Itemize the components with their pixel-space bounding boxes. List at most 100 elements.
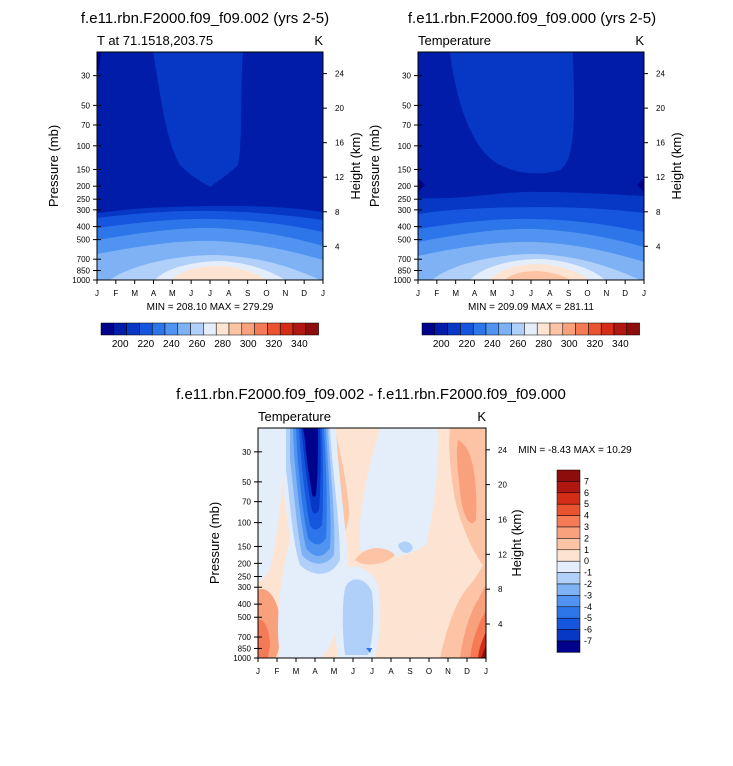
colorbar-swatch [292,322,307,336]
colorbar-swatch [177,322,191,336]
x-tick-label: D [464,667,470,676]
colorbar-swatch [279,322,294,336]
colorbar-label: 1 [584,545,589,555]
y-tick-label: 300 [398,206,412,215]
y-right-tick-label: 12 [335,173,344,182]
y-tick-label: 50 [81,101,90,110]
y-tick-label: 400 [398,223,412,232]
y-right-tick-label: 24 [335,70,344,79]
panel-3-band-neg-bottom [280,598,295,658]
y-tick-label: 1000 [233,654,251,663]
panel-1-plot-area [97,52,323,280]
colorbar-swatch [575,322,589,336]
x-tick-label: J [189,289,193,298]
colorbar-swatch [556,549,581,562]
colorbar-swatch [447,322,461,336]
panel-2-title: f.e11.rbn.F2000.f09_f09.000 (yrs 2-5) [408,10,656,27]
colorbar-label: 4 [584,511,589,521]
colorbar-swatch [113,322,127,336]
y-tick-label: 400 [238,600,252,609]
colorbar-swatch [305,322,319,336]
colorbar-swatch [556,469,581,482]
y-right-tick-label: 12 [656,173,665,182]
colorbar-swatch [549,322,564,336]
colorbar-label: 260 [189,339,206,350]
y-tick-label: 850 [77,267,91,276]
panel-2-band-core [450,52,575,170]
y-right-tick-label: 4 [498,620,503,629]
x-tick-label: J [351,667,355,676]
x-tick-label: J [529,289,533,298]
panel-3-units: K [477,409,486,424]
y-tick-label: 50 [242,478,251,487]
panel-3-band-neg-mid [359,428,439,557]
x-tick-label: D [301,289,307,298]
panel-3: f.e11.rbn.F2000.f09_f09.002 - f.e11.rbn.… [176,386,632,676]
panel-1: f.e11.rbn.F2000.f09_f09.002 (yrs 2-5) T … [46,10,363,350]
panel-2-units: K [635,33,644,48]
colorbar-swatch [460,322,474,336]
panel-2-ylabel-right: Height (km) [669,132,684,199]
colorbar-label: 320 [586,339,603,350]
colorbar-label: 220 [458,339,475,350]
y-tick-label: 500 [238,613,252,622]
x-tick-label: D [622,289,628,298]
colorbar-label: 300 [561,339,578,350]
y-tick-label: 700 [398,255,412,264]
panel-2-ylabel: Pressure (mb) [367,125,382,207]
y-right-tick-label: 20 [335,104,344,113]
colorbar-label: -7 [584,636,592,646]
colorbar-swatch [556,617,581,630]
panel-3-title: f.e11.rbn.F2000.f09_f09.002 - f.e11.rbn.… [176,386,566,403]
colorbar-label: 7 [584,476,589,486]
y-right-tick-label: 24 [498,446,507,455]
x-tick-label: A [472,289,478,298]
colorbar-label: 340 [612,339,629,350]
colorbar-swatch [241,322,255,336]
y-tick-label: 250 [398,195,412,204]
panel-2-colorbar: 200 220 240 260 280 300 320 340 [421,322,640,350]
panel-3-band-pos-mid [355,548,395,565]
panel-1-colorbar: 200 220 240 260 280 300 320 340 [100,322,319,350]
panel-3-y-right-axis: 24 20 16 12 8 4 [486,446,507,629]
x-tick-label: F [113,289,118,298]
colorbar-swatch [190,322,204,336]
x-tick-label: A [151,289,157,298]
x-tick-label: J [416,289,420,298]
colorbar-swatch [421,322,436,336]
panel-2: f.e11.rbn.F2000.f09_f09.000 (yrs 2-5) Te… [367,10,684,350]
colorbar-swatch [562,322,576,336]
y-tick-label: 150 [238,542,252,551]
y-tick-label: 850 [238,644,252,653]
colorbar-swatch [556,538,581,551]
x-tick-label: N [282,289,288,298]
y-tick-label: 30 [242,448,251,457]
colorbar-label: 2 [584,533,589,543]
y-tick-label: 1000 [72,276,90,285]
y-tick-label: 850 [398,267,412,276]
x-tick-label: J [484,667,488,676]
x-tick-label: A [547,289,553,298]
colorbar-swatch [254,322,268,336]
colorbar-label: 280 [535,339,552,350]
colorbar-swatch [556,515,581,528]
x-tick-label: M [293,667,300,676]
panel-2-band-300 [505,271,570,280]
y-right-tick-label: 8 [656,208,661,217]
colorbar-swatch [600,322,615,336]
colorbar-label: 0 [584,556,589,566]
colorbar-label: 6 [584,488,589,498]
panel-1-ylabel-right: Height (km) [348,132,363,199]
y-tick-label: 250 [77,195,91,204]
panel-1-y-right-axis: 24 20 16 12 8 4 [323,70,344,251]
y-tick-label: 700 [77,255,91,264]
x-tick-label: M [331,667,338,676]
x-tick-label: A [388,667,394,676]
y-right-tick-label: 20 [656,104,665,113]
colorbar-swatch [588,322,602,336]
x-tick-label: M [169,289,176,298]
y-right-tick-label: 16 [656,139,665,148]
panel-2-band-200-right [637,178,644,192]
